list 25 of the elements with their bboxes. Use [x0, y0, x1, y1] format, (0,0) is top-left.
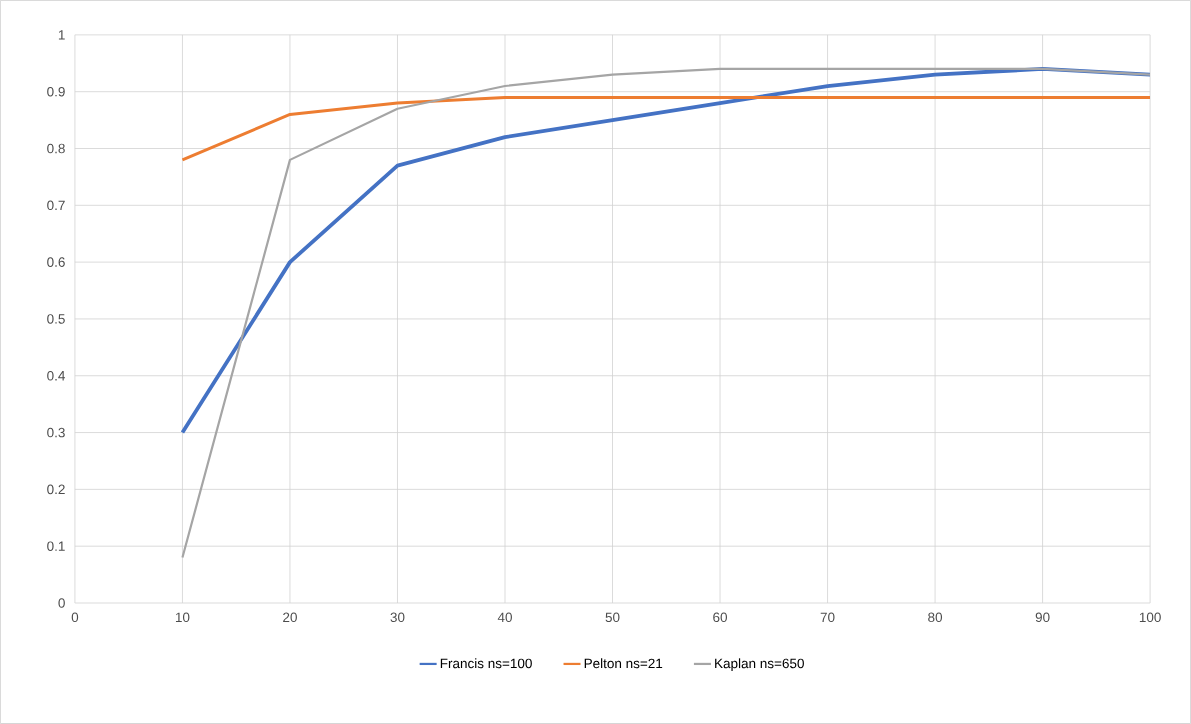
- x-tick-label: 100: [1139, 612, 1161, 623]
- x-tick-label: 80: [928, 612, 943, 623]
- y-tick-label: 0.2: [47, 484, 65, 495]
- x-tick-label: 40: [497, 612, 512, 623]
- x-tick-label: 0: [71, 612, 79, 623]
- y-tick-label: 0: [58, 598, 65, 608]
- y-tick-label: 0.6: [47, 257, 65, 267]
- x-tick-label: 30: [390, 612, 405, 623]
- y-tick-label: 0.9: [47, 86, 65, 97]
- x-tick-label: 60: [713, 612, 728, 623]
- y-tick-label: 0.1: [47, 541, 65, 551]
- legend-label: Kaplan ns=650: [715, 658, 804, 671]
- legend-label: Francis ns=100: [440, 658, 532, 669]
- y-tick-label: 0.7: [47, 200, 65, 211]
- x-tick-label: 50: [605, 612, 620, 623]
- y-tick-label: 0.5: [47, 314, 65, 324]
- legend-label: Pelton ns=21: [584, 658, 663, 669]
- y-tick-label: 0.3: [47, 427, 65, 438]
- x-tick-label: 10: [175, 612, 190, 623]
- y-tick-label: 0.4: [47, 371, 65, 381]
- y-tick-label: 1: [58, 30, 65, 40]
- x-tick-label: 70: [820, 612, 835, 623]
- x-tick-label: 20: [283, 612, 297, 623]
- y-tick-label: 0.8: [47, 143, 65, 154]
- x-tick-label: 90: [1035, 612, 1050, 623]
